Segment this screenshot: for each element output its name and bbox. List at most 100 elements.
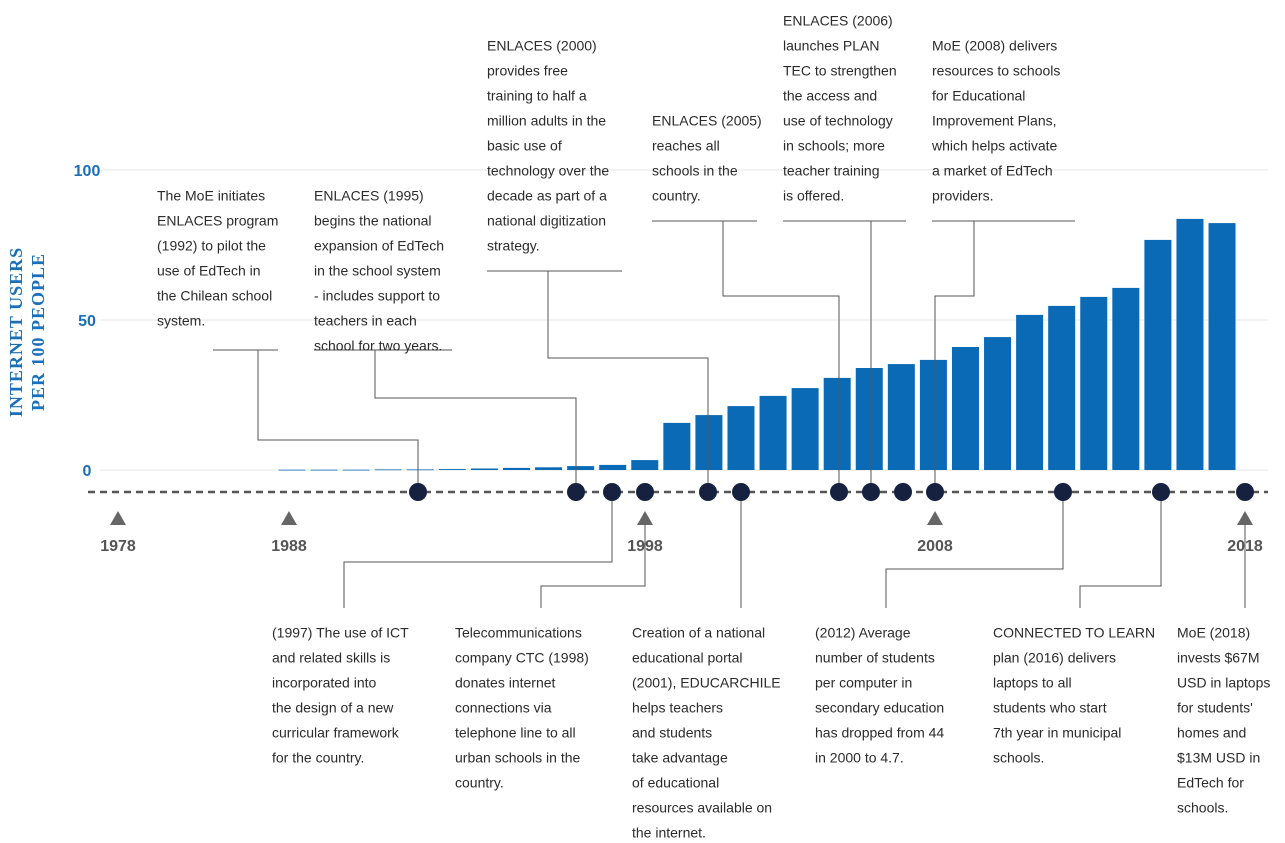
annotation-line: ENLACES (2006): [783, 13, 893, 29]
connector: [374, 350, 577, 492]
annotation-line: million adults in the: [487, 113, 606, 129]
annotation: (2012) Average number of students per comp…: [815, 492, 1064, 766]
annotation: MoE (2018) invests $67M USD in laptops for …: [1177, 525, 1270, 816]
y-label-line: PER 100 PEOPLE: [28, 253, 48, 411]
timeline-dot: [894, 483, 912, 501]
annotation-line: helps teachers: [632, 700, 723, 716]
bar: [1176, 218, 1204, 470]
annotation-line: resources to schools: [932, 63, 1060, 79]
bar: [599, 464, 627, 470]
bar: [502, 467, 530, 470]
bar: [567, 466, 595, 470]
annotation-line: use of technology: [783, 113, 893, 129]
timeline-dot: [409, 483, 427, 501]
annotation-line: TEC to strengthen: [783, 63, 897, 79]
annotation-line: connections via: [455, 700, 552, 716]
annotation-line: a market of EdTech: [932, 163, 1053, 179]
annotation-line: of educational: [632, 775, 719, 791]
bar: [695, 415, 723, 470]
annotation-line: launches PLAN: [783, 38, 880, 54]
annotation-line: provides free: [487, 63, 568, 79]
annotation-line: which helps activate: [931, 138, 1058, 154]
bar: [1144, 239, 1172, 470]
bar: [855, 368, 883, 470]
annotation-line: for students': [1177, 700, 1253, 716]
annotation-line: expansion of EdTech: [314, 238, 444, 254]
annotation-line: teacher training: [783, 163, 880, 179]
annotation-line: number of students: [815, 650, 935, 666]
timeline-dot: [862, 483, 880, 501]
connector: [547, 271, 709, 492]
annotation-line: and related skills is: [272, 650, 390, 666]
annotation-line: USD in laptops: [1177, 675, 1270, 691]
annotation: CONNECTED TO LEARN plan (2016) delivers la…: [993, 492, 1162, 766]
annotation-line: company CTC (1998): [455, 650, 589, 666]
annotation-line: educational portal: [632, 650, 743, 666]
timeline-dot: [636, 483, 654, 501]
annotation-line: national digitization: [487, 213, 606, 229]
annotation-line: use of EdTech in: [157, 263, 261, 279]
timeline-dot: [603, 483, 621, 501]
annotation-line: (2012) Average: [815, 625, 911, 641]
bar: [663, 422, 691, 470]
annotation-line: ENLACES (2000): [487, 38, 597, 54]
connector: [934, 221, 975, 492]
timeline-dot: [567, 483, 585, 501]
annotation-line: $13M USD in: [1177, 750, 1260, 766]
timeline-dot: [926, 483, 944, 501]
annotation-line: in the school system: [314, 263, 441, 279]
bar: [1016, 314, 1044, 470]
annotation: ENLACES (2006) launches PLAN TEC to streng…: [783, 13, 906, 492]
bar: [374, 469, 402, 471]
bar: [406, 469, 434, 471]
timeline-dot: [699, 483, 717, 501]
y-axis-label: INTERNET USERS PER 100 PEOPLE: [6, 247, 48, 417]
annotation-line: plan (2016) delivers: [993, 650, 1116, 666]
bar: [470, 468, 498, 470]
timeline-marker: [637, 511, 653, 525]
annotation-line: secondary education: [815, 700, 944, 716]
annotation-line: in schools; more: [783, 138, 885, 154]
annotation-line: the Chilean school: [157, 288, 272, 304]
annotation-line: has dropped from 44: [815, 725, 944, 741]
annotation-line: teachers in each: [314, 313, 417, 329]
annotation-line: The MoE initiates: [157, 188, 265, 204]
annotation-line: country.: [652, 188, 701, 204]
timeline-marker: [1237, 511, 1253, 525]
annotation-line: ENLACES (2005): [652, 113, 762, 129]
y-tick-label: 100: [74, 163, 101, 180]
annotation-line: (2001), EDUCARCHILE: [632, 675, 781, 691]
timeline-dot: [1236, 483, 1254, 501]
annotation-line: for the country.: [272, 750, 364, 766]
annotation-line: country.: [455, 775, 504, 791]
annotation-line: (1992) to pilot the: [157, 238, 266, 254]
annotation-line: decade as part of a: [487, 188, 607, 204]
annotation-line: ENLACES program: [157, 213, 278, 229]
bar: [984, 337, 1012, 470]
annotation-line: providers.: [932, 188, 993, 204]
annotation-line: donates internet: [455, 675, 556, 691]
annotation-line: telephone line to all: [455, 725, 576, 741]
annotation: ENLACES (2005) reaches all schools in the c…: [652, 113, 840, 492]
bar: [791, 388, 819, 470]
connector: [540, 525, 646, 608]
annotation: ENLACES (2000) provides free training to h…: [487, 38, 709, 492]
annotation-line: (1997) The use of ICT: [272, 625, 409, 641]
timeline-dot: [1054, 483, 1072, 501]
bar: [535, 467, 563, 470]
bar: [1048, 305, 1076, 470]
annotation-line: ENLACES (1995): [314, 188, 424, 204]
y-label-line: INTERNET USERS: [6, 247, 26, 417]
bar: [342, 469, 370, 471]
timeline-dot: [1152, 483, 1170, 501]
annotation-line: laptops to all: [993, 675, 1072, 691]
y-tick-label: 0: [83, 463, 92, 480]
annotation: MoE (2008) delivers resources to schools f…: [931, 38, 1075, 492]
annotation: Creation of a national educational portal…: [632, 492, 781, 841]
annotation-line: EdTech for: [1177, 775, 1244, 791]
annotation-line: Telecommunications: [455, 625, 582, 641]
annotation-line: training to half a: [487, 88, 587, 104]
connector: [343, 492, 613, 608]
bar: [887, 364, 915, 470]
